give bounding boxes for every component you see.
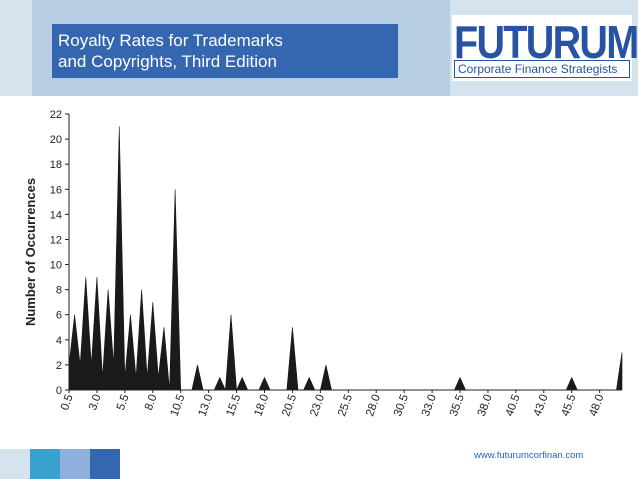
x-tick-label: 45.5 bbox=[560, 393, 579, 418]
logo-tagline: Corporate Finance Strategists bbox=[454, 60, 630, 78]
y-tick-label: 16 bbox=[50, 184, 62, 196]
x-tick-label: 13.0 bbox=[197, 393, 216, 418]
footer-square-2 bbox=[30, 449, 60, 479]
x-tick-label: 15.5 bbox=[224, 393, 243, 418]
x-tick-label: 48.0 bbox=[588, 393, 607, 418]
x-tick-label: 38.0 bbox=[476, 393, 495, 418]
footer-square-4 bbox=[90, 449, 120, 479]
x-tick-label: 18.0 bbox=[252, 393, 271, 418]
x-tick-label: 3.0 bbox=[87, 393, 104, 412]
y-tick-label: 10 bbox=[50, 260, 62, 272]
x-tick-label: 28.0 bbox=[364, 393, 383, 418]
slide-title-line-2: and Copyrights, Third Edition bbox=[58, 52, 277, 71]
plot-area: 0 2 4 6 8 10 12 14 16 18 20 22 0.5 3.0 5.5 8.0 10.5 13.0 1… bbox=[50, 109, 623, 418]
occurrence-area-series bbox=[68, 126, 623, 391]
x-tick-label: 43.0 bbox=[532, 393, 551, 418]
x-tick-label: 35.5 bbox=[448, 393, 467, 418]
x-tick-label: 5.5 bbox=[115, 393, 132, 412]
y-tick-label: 4 bbox=[56, 335, 62, 347]
y-tick-label: 20 bbox=[50, 134, 62, 146]
x-tick-label: 30.5 bbox=[392, 393, 411, 418]
y-tick-label: 12 bbox=[50, 234, 62, 246]
y-tick-label: 22 bbox=[50, 109, 62, 121]
y-axis-title-group: Number of Occurrences bbox=[23, 178, 38, 326]
y-tick-label: 2 bbox=[56, 360, 62, 372]
y-tick-label: 18 bbox=[50, 159, 62, 171]
y-axis-title: Number of Occurrences bbox=[23, 178, 38, 326]
logo-wordmark: FUTURUM bbox=[454, 16, 638, 68]
slide-title-line-1: Royalty Rates for Trademarks bbox=[58, 31, 283, 50]
website-link[interactable]: www.futurumcorfinan.com bbox=[474, 450, 584, 461]
x-tick-label: 33.0 bbox=[420, 393, 439, 418]
futurum-logo: FUTURUM Corporate Finance Strategists bbox=[452, 15, 638, 81]
x-tick-label: 25.5 bbox=[336, 393, 355, 418]
x-tick-label: 10.5 bbox=[169, 393, 188, 418]
x-tick-label: 8.0 bbox=[143, 393, 160, 412]
royalty-rate-chart: Number of Occurrences 0 2 4 6 8 10 12 14 16 18 20 2… bbox=[23, 109, 623, 418]
footer-square-1 bbox=[0, 449, 30, 479]
x-tick-label: 0.5 bbox=[59, 393, 76, 412]
y-tick-label: 8 bbox=[56, 285, 62, 297]
y-tick-label: 0 bbox=[56, 385, 62, 397]
x-tick-label: 40.5 bbox=[504, 393, 523, 418]
slide-title: Royalty Rates for Trademarks and Copyrig… bbox=[52, 24, 398, 78]
y-tick-label: 6 bbox=[56, 310, 62, 322]
x-tick-label: 20.5 bbox=[280, 393, 299, 418]
x-tick-label: 23.0 bbox=[308, 393, 327, 418]
y-tick-label: 14 bbox=[50, 209, 62, 221]
footer-square-3 bbox=[60, 449, 90, 479]
